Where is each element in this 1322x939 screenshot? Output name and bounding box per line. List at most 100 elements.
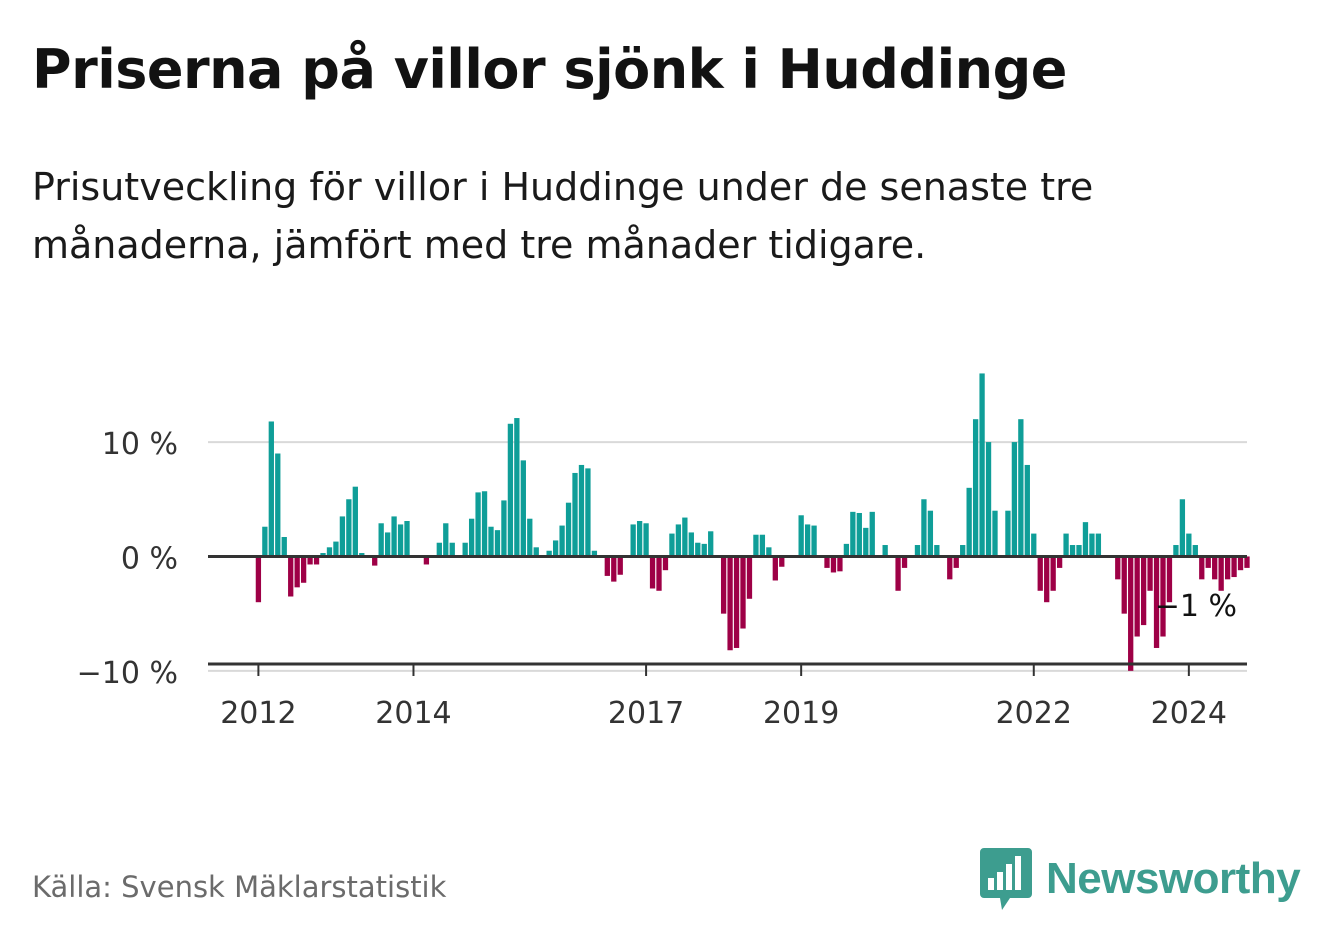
bar bbox=[934, 545, 940, 557]
bar bbox=[475, 492, 481, 557]
bar bbox=[863, 527, 869, 557]
bar bbox=[313, 556, 320, 565]
bar bbox=[1076, 545, 1082, 557]
bar bbox=[708, 531, 714, 557]
bar bbox=[636, 521, 643, 557]
axes bbox=[208, 554, 1247, 676]
x-tick-label: 2019 bbox=[763, 696, 839, 731]
bar bbox=[1212, 556, 1218, 580]
bar bbox=[617, 556, 623, 575]
bar bbox=[1205, 556, 1211, 568]
bar bbox=[436, 542, 442, 557]
bar bbox=[378, 523, 384, 557]
bar bbox=[346, 499, 352, 557]
bar bbox=[759, 534, 766, 557]
bar bbox=[656, 556, 662, 591]
bar bbox=[869, 511, 875, 557]
bar bbox=[779, 556, 785, 567]
y-tick-label: 0 % bbox=[121, 541, 178, 576]
bar bbox=[798, 515, 804, 557]
bar bbox=[953, 556, 959, 568]
bar bbox=[643, 523, 649, 557]
bar bbox=[830, 556, 837, 573]
bar bbox=[449, 542, 455, 557]
bar bbox=[300, 556, 307, 583]
bar bbox=[1244, 556, 1250, 568]
chart-subtitle: Prisutveckling för villor i Huddinge und… bbox=[32, 165, 1094, 267]
bar bbox=[281, 537, 287, 557]
bar bbox=[1050, 556, 1056, 591]
bar bbox=[359, 553, 365, 557]
gridlines bbox=[208, 441, 1247, 672]
bar bbox=[740, 556, 746, 629]
bar bbox=[947, 556, 953, 580]
bar bbox=[1147, 556, 1153, 591]
bar bbox=[604, 556, 610, 576]
bar bbox=[275, 453, 281, 557]
brand-name: Newsworthy bbox=[1046, 854, 1301, 903]
bar bbox=[262, 526, 268, 557]
bar bbox=[985, 442, 992, 557]
bar bbox=[339, 516, 346, 557]
bar bbox=[682, 517, 688, 557]
bar bbox=[559, 525, 565, 557]
source-note: Källa: Svensk Mäklarstatistik bbox=[32, 870, 447, 904]
bar bbox=[307, 556, 313, 565]
bar bbox=[733, 556, 740, 648]
bar bbox=[462, 542, 468, 557]
bar bbox=[1186, 533, 1192, 557]
bar bbox=[1128, 556, 1134, 671]
bar bbox=[695, 542, 701, 557]
bar bbox=[326, 547, 333, 557]
bar bbox=[727, 556, 733, 651]
bar bbox=[1011, 442, 1018, 557]
bar bbox=[572, 472, 578, 557]
bar bbox=[268, 421, 274, 557]
x-tick-label: 2024 bbox=[1151, 696, 1227, 731]
bar bbox=[320, 553, 326, 557]
y-tick-label: 10 % bbox=[102, 427, 178, 462]
bar bbox=[1237, 556, 1244, 571]
bar bbox=[992, 510, 998, 557]
bar bbox=[649, 556, 656, 589]
bar bbox=[1231, 556, 1237, 578]
bar bbox=[772, 556, 778, 581]
bar bbox=[662, 556, 669, 571]
bar bbox=[1018, 419, 1024, 557]
bar bbox=[488, 526, 494, 557]
bar bbox=[481, 491, 488, 557]
last-value-annotation: −1 % bbox=[1155, 589, 1237, 624]
bar bbox=[811, 525, 817, 557]
bar bbox=[527, 518, 533, 557]
bar bbox=[753, 534, 759, 557]
bar bbox=[520, 460, 526, 557]
bar bbox=[766, 547, 772, 557]
bar bbox=[1069, 545, 1076, 557]
bar bbox=[850, 511, 856, 557]
bar bbox=[901, 556, 908, 568]
bar bbox=[1153, 556, 1160, 648]
bar bbox=[1179, 499, 1186, 557]
bar-chart-icon bbox=[980, 848, 1032, 910]
bar bbox=[746, 556, 753, 599]
bar bbox=[533, 547, 539, 557]
bar bbox=[468, 518, 475, 557]
bar bbox=[352, 486, 358, 557]
bar bbox=[611, 556, 617, 582]
bar bbox=[824, 556, 830, 568]
bar bbox=[675, 524, 682, 557]
x-tick-label: 2017 bbox=[608, 696, 684, 731]
bar bbox=[514, 418, 520, 557]
newsworthy-logo[interactable]: Newsworthy bbox=[980, 848, 1301, 910]
bar bbox=[921, 499, 927, 557]
bar bbox=[578, 464, 585, 557]
bar bbox=[1005, 510, 1011, 557]
bar bbox=[927, 510, 934, 557]
bar bbox=[1024, 464, 1030, 557]
bar bbox=[1031, 533, 1037, 557]
bar bbox=[552, 540, 559, 557]
bar bbox=[1192, 545, 1198, 557]
bar bbox=[546, 550, 552, 557]
bar bbox=[972, 419, 979, 557]
